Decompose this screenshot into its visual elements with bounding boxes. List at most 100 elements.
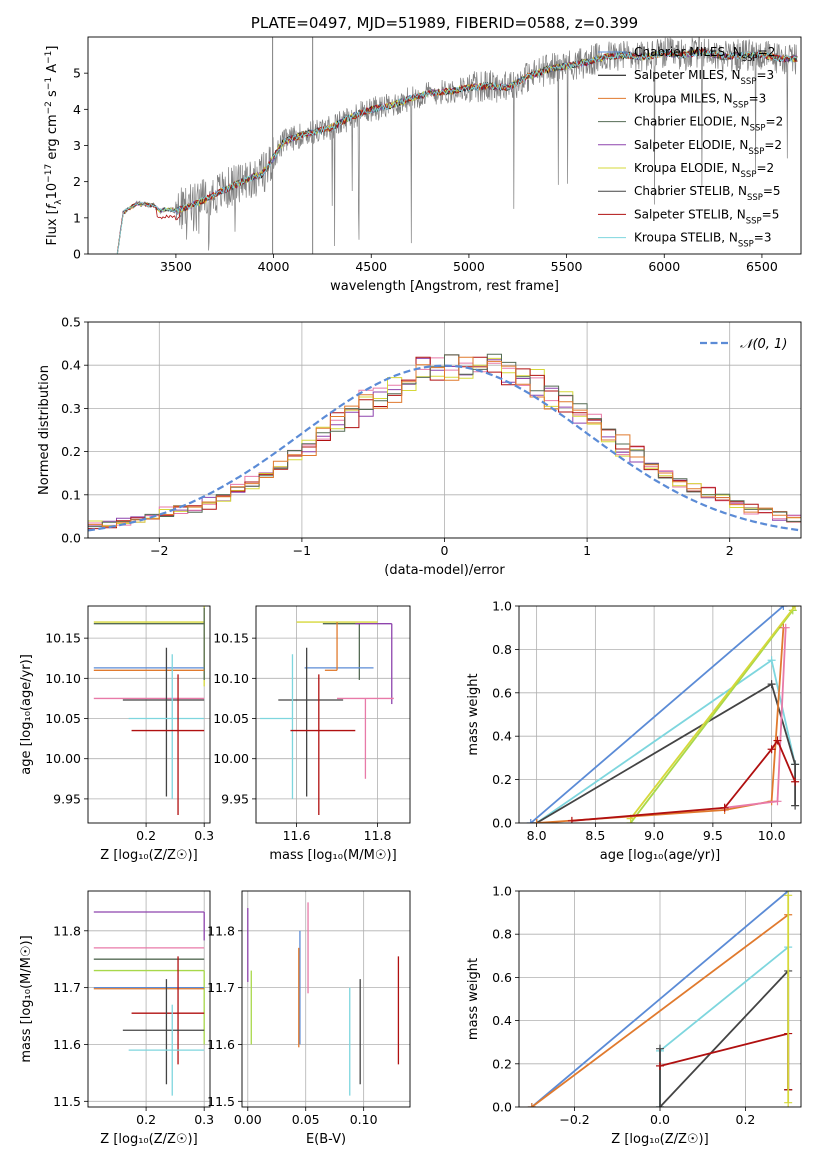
weight-line-kroupa_miles bbox=[531, 914, 789, 1107]
x-tick-label: 5000 bbox=[453, 259, 485, 274]
legend-label-part: Chabrier STELIB, N bbox=[634, 184, 747, 198]
y-tick-label: 10.00 bbox=[213, 751, 249, 766]
y-tick-label: 0.0 bbox=[492, 816, 512, 831]
y-tick-label: 1.0 bbox=[492, 599, 512, 614]
panel-age_vs_Z: 0.2 0.3 9.95 10.00 10.05 10.10 10.15 Z [log₁₀(Z… bbox=[19, 605, 214, 863]
y-tick-label: 1 bbox=[73, 210, 81, 225]
y-tick-label: 9.95 bbox=[221, 791, 249, 806]
plot-area bbox=[88, 891, 210, 1107]
weight-line-kroupa_elodie bbox=[629, 606, 796, 820]
y-tick-label: 0.5 bbox=[61, 315, 81, 330]
x-tick-label: 8.5 bbox=[585, 828, 605, 843]
legend-label-part: =5 bbox=[762, 207, 780, 221]
x-tick-label: 5500 bbox=[551, 259, 583, 274]
weight-marker bbox=[656, 1103, 664, 1107]
y-axis-label: mass [log₁₀(M/M☉)] bbox=[19, 935, 34, 1062]
y-label-part: −1 bbox=[44, 51, 54, 64]
y-tick-label: 3 bbox=[73, 138, 81, 153]
model-line-kroupa_stelib bbox=[116, 49, 798, 254]
weight-marker bbox=[784, 1098, 793, 1107]
legend-label-part: =3 bbox=[756, 68, 774, 82]
y-tick-label: 11.8 bbox=[53, 923, 81, 938]
legend-label: Kroupa ELODIE, NSSP=2 bbox=[634, 161, 774, 180]
errorbar-point-kroupa_miles bbox=[324, 622, 338, 671]
y-tick-label: 0.2 bbox=[61, 444, 81, 459]
y-axis-label: age [log₁₀(age/yr)] bbox=[19, 654, 34, 775]
histogram-step-kroupa_miles bbox=[88, 356, 801, 527]
weight-line-chabrier_miles bbox=[531, 891, 789, 1107]
legend-label-part: SSP bbox=[741, 170, 757, 180]
legend-label-part: =5 bbox=[763, 184, 781, 198]
y-label-part: ] bbox=[45, 46, 60, 51]
axes-frame bbox=[87, 321, 802, 539]
x-tick-label: 6000 bbox=[648, 259, 680, 274]
weight-marker bbox=[532, 819, 541, 823]
y-label-part: λ bbox=[54, 199, 64, 205]
y-label-part: Flux [ bbox=[45, 209, 60, 245]
x-tick-label: 11.6 bbox=[283, 828, 311, 843]
errorbar-point-lime bbox=[93, 969, 205, 1045]
errorbar-point-chabrier_stelib bbox=[122, 647, 205, 797]
y-tick-label: 0.6 bbox=[492, 685, 512, 700]
legend-label-part: =3 bbox=[749, 91, 767, 105]
y-label-part: erg cm bbox=[45, 114, 60, 163]
y-tick-label: 10.05 bbox=[213, 711, 249, 726]
legend-label-part: =3 bbox=[754, 231, 772, 245]
y-axis-label: Normed distribution bbox=[37, 365, 52, 495]
legend-label-part: SSP bbox=[750, 124, 766, 134]
legend-label-part: =2 bbox=[756, 161, 774, 175]
panel-mass_weight_vs_Z: −0.2 0.0 0.2 0.0 0.2 0.4 0.6 0.8 1.0 Z [log₁₀(Z/Z… bbox=[466, 884, 802, 1147]
panel-residuals: −2 −1 0 1 2 0.0 0.1 0.2 0.3 0.4 0.5 (data-model)/er… bbox=[37, 315, 802, 578]
x-tick-label: 4500 bbox=[355, 259, 387, 274]
x-tick-label: 0.10 bbox=[350, 1112, 378, 1127]
legend-label-part: SSP bbox=[742, 54, 758, 64]
y-tick-label: 11.6 bbox=[53, 1037, 81, 1052]
weight-marker bbox=[720, 803, 729, 812]
weight-marker bbox=[656, 1061, 664, 1070]
x-tick-label: 0.3 bbox=[194, 1112, 214, 1127]
y-tick-label: 0.0 bbox=[61, 531, 81, 546]
panel-age_vs_mass: 11.6 11.8 9.95 10.00 10.05 10.10 10.15 mass [lo… bbox=[213, 605, 411, 863]
y-tick-label: 10.05 bbox=[45, 711, 81, 726]
x-tick-label: 10.0 bbox=[758, 828, 786, 843]
y-tick-label: 10.15 bbox=[213, 631, 249, 646]
legend-label: Chabrier STELIB, NSSP=5 bbox=[634, 184, 781, 203]
legend-label: Salpeter STELIB, NSSP=5 bbox=[634, 207, 779, 226]
weight-line-chabrier_stelib bbox=[536, 682, 796, 823]
chart-title: PLATE=0497, MJD=51989, FIBERID=0588, z=0… bbox=[251, 14, 638, 32]
x-axis-label: mass [log₁₀(M/M☉)] bbox=[269, 848, 396, 863]
errorbar-point-salpeter_stelib bbox=[131, 956, 205, 1065]
y-label-part: f bbox=[45, 202, 60, 209]
y-tick-label: 10.00 bbox=[45, 751, 81, 766]
y-axis-label: Flux [fλ10−17 erg cm−2 s−1 A−1] bbox=[44, 46, 64, 246]
x-tick-label: 0.2 bbox=[136, 1112, 156, 1127]
x-axis-label: Z [log₁₀(Z/Z☉)] bbox=[611, 1132, 708, 1147]
y-tick-label: 11.7 bbox=[207, 980, 235, 995]
legend-label-part: SSP bbox=[741, 77, 757, 87]
x-tick-label: 0.0 bbox=[650, 1112, 670, 1127]
y-tick-label: 10.15 bbox=[45, 631, 81, 646]
x-tick-label: 9.0 bbox=[644, 828, 664, 843]
y-tick-label: 11.5 bbox=[53, 1094, 81, 1109]
legend-label-part: SSP bbox=[748, 147, 764, 157]
panel-mass_vs_ebv: 0.00 0.05 0.10 11.5 11.6 11.7 11.8 E(B-V) bbox=[207, 890, 411, 1147]
errorbar-point-chabrier_stelib bbox=[278, 647, 344, 797]
errorbar-point-kroupa_elodie bbox=[93, 606, 205, 687]
y-tick-label: 0.1 bbox=[61, 487, 81, 502]
legend-label-part: Kroupa MILES, N bbox=[634, 91, 733, 105]
legend-label: Chabrier ELODIE, NSSP=2 bbox=[634, 115, 783, 134]
x-tick-label: 0.3 bbox=[194, 828, 214, 843]
errorbar-point-kroupa_stelib bbox=[128, 654, 205, 799]
weight-line-kroupa_stelib bbox=[536, 658, 796, 823]
legend-label-part: Salpeter ELODIE, N bbox=[634, 138, 748, 152]
weight-marker bbox=[791, 777, 800, 786]
legend-label-part: Chabrier MILES, N bbox=[634, 45, 742, 59]
errorbar-point-kroupa_stelib bbox=[260, 654, 294, 799]
y-tick-label: 0.6 bbox=[492, 970, 512, 985]
y-label-part: 10 bbox=[45, 183, 60, 200]
y-tick-label: 0 bbox=[73, 247, 81, 262]
y-tick-label: 4 bbox=[73, 102, 81, 117]
x-axis-label: E(B-V) bbox=[306, 1132, 346, 1147]
weight-marker bbox=[779, 606, 788, 610]
plot-area bbox=[519, 891, 801, 1107]
